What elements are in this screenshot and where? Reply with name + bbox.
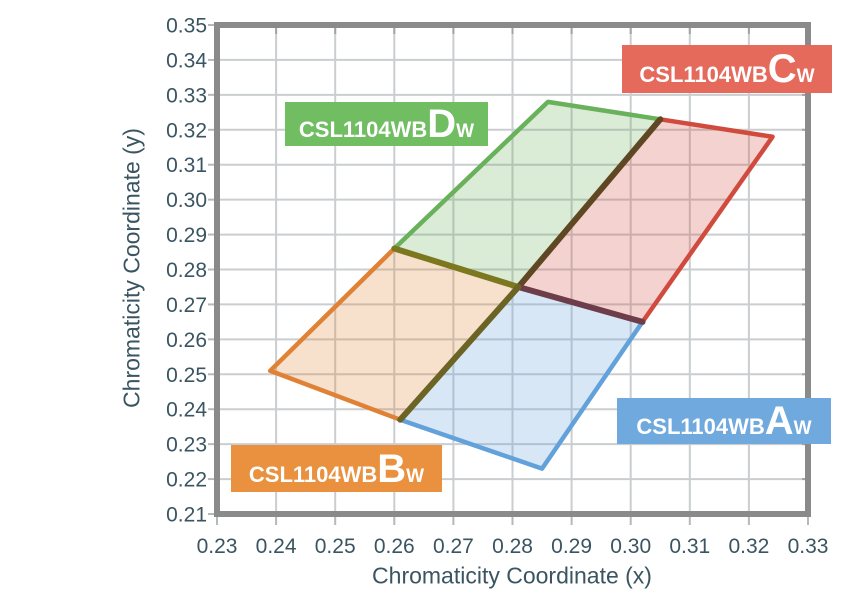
x-tick-label: 0.23	[197, 535, 238, 558]
y-tick-label: 0.26	[166, 329, 207, 352]
y-tick-label: 0.22	[166, 469, 207, 492]
region-label-aw-text: CSL1104WBAW	[636, 401, 811, 441]
x-tick-label: 0.24	[256, 535, 297, 558]
rank-letter: B	[377, 446, 407, 491]
region-fill-bw	[270, 248, 519, 420]
region-label-bw: CSL1104WBBW	[231, 445, 442, 492]
x-tick-label: 0.32	[728, 535, 769, 558]
y-tick-label: 0.35	[166, 15, 207, 38]
shared-edge-dw-bw	[391, 245, 522, 290]
x-tick-label: 0.31	[669, 535, 710, 558]
x-tick-label: 0.30	[610, 535, 651, 558]
region-outline-dw	[392, 99, 663, 251]
y-tick-label: 0.25	[166, 364, 207, 387]
region-label-aw: CSL1104WBAW	[617, 398, 831, 444]
region-fill-aw	[400, 286, 643, 469]
y-tick-label: 0.27	[166, 294, 207, 317]
x-tick-label: 0.25	[315, 535, 356, 558]
y-tick-label: 0.31	[166, 154, 207, 177]
region-label-dw-text: CSL1104WBDW	[299, 104, 474, 144]
x-tick-label: 0.27	[433, 535, 474, 558]
y-tick-label: 0.30	[166, 189, 207, 212]
rank-suffix: W	[793, 418, 812, 439]
rank-letter: A	[764, 399, 794, 443]
rank-suffix: W	[456, 121, 475, 142]
y-tick-label: 0.33	[166, 84, 207, 107]
plot-border	[214, 22, 811, 517]
region-fill-cw	[518, 119, 773, 322]
region-fill-dw	[394, 101, 661, 287]
region-outline-cw	[640, 117, 775, 325]
y-tick-label: 0.32	[166, 119, 207, 142]
region-outline-aw	[397, 319, 645, 471]
region-label-bw-text: CSL1104WBBW	[249, 449, 424, 489]
y-axis-title: Chromaticity Coordinate (y)	[118, 128, 145, 408]
rank-letter: D	[427, 102, 457, 146]
product-code: CSL1104WB	[298, 117, 428, 142]
rank-suffix: W	[406, 465, 425, 487]
y-tick-label: 0.29	[166, 224, 207, 247]
shared-edge-bw-aw	[397, 283, 522, 423]
region-label-cw-text: CSL1104WBCW	[639, 49, 814, 89]
x-tick-label: 0.29	[551, 535, 592, 558]
rank-suffix: W	[796, 66, 815, 87]
y-tick-label: 0.21	[166, 504, 207, 527]
product-code: CSL1104WB	[636, 414, 765, 439]
y-tick-label: 0.28	[166, 259, 207, 282]
shared-edge-dw-cw	[515, 116, 664, 290]
y-tick-label: 0.23	[166, 434, 207, 457]
y-tick-label: 0.34	[166, 49, 207, 72]
y-tick-label: 0.24	[166, 399, 207, 422]
product-code: CSL1104WB	[639, 62, 768, 87]
x-tick-label: 0.33	[788, 535, 829, 558]
x-tick-label: 0.28	[492, 535, 533, 558]
region-outline-bw	[267, 246, 403, 422]
region-label-cw: CSL1104WBCW	[622, 45, 832, 93]
region-label-dw: CSL1104WBDW	[285, 102, 488, 146]
shared-edge-cw-aw	[515, 283, 646, 325]
x-tick-label: 0.26	[374, 535, 415, 558]
rank-letter: C	[767, 47, 797, 91]
x-axis-title: Chromaticity Coordinate (x)	[372, 562, 652, 589]
product-code: CSL1104WB	[248, 461, 378, 487]
